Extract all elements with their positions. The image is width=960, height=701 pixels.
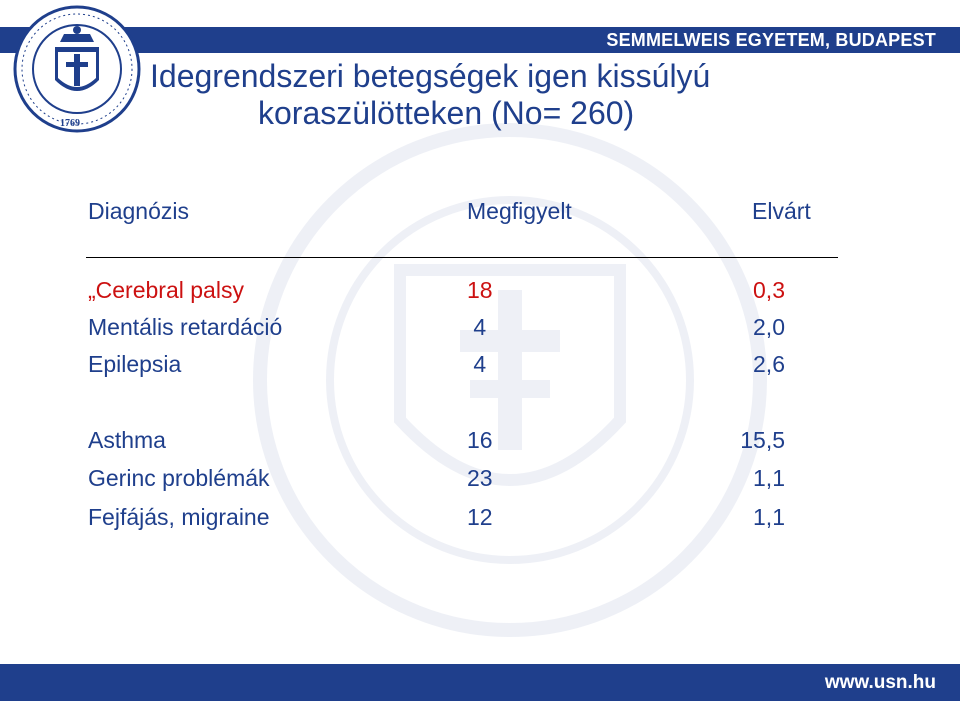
table-cell-expected: 0,3 <box>753 277 785 303</box>
university-seal-logo: 1769 <box>13 5 141 133</box>
table-cell-diagnosis: Epilepsia <box>88 351 182 377</box>
header-brand: SEMMELWEIS EGYETEM, BUDAPEST <box>606 30 936 50</box>
seal-watermark <box>253 123 767 637</box>
table-cell-observed: 4 <box>467 351 487 377</box>
table-cell-diagnosis: Fejfájás, migraine <box>88 504 270 530</box>
title-line-1: Idegrendszeri betegségek igen kissúlyú <box>150 58 711 94</box>
table-cell-observed: 23 <box>467 465 493 491</box>
column-header-expected: Elvárt <box>752 198 811 224</box>
table-cell-expected: 2,6 <box>753 351 785 377</box>
slide-title: Idegrendszeri betegségek igen kissúlyú k… <box>150 58 850 132</box>
table-cell-diagnosis: „Cerebral palsy <box>88 277 244 303</box>
column-header-diagnosis: Diagnózis <box>88 198 189 224</box>
table-cell-expected: 1,1 <box>753 465 785 491</box>
table-cell-diagnosis: Mentális retardáció <box>88 314 283 340</box>
table-cell-expected: 1,1 <box>753 504 785 530</box>
table-cell-observed: 12 <box>467 504 493 530</box>
table-cell-diagnosis: Gerinc problémák <box>88 465 270 491</box>
table-cell-expected: 2,0 <box>753 314 785 340</box>
header-divider <box>86 257 838 258</box>
footer-bar: www.usn.hu <box>0 664 960 701</box>
footer-url: www.usn.hu <box>824 672 936 693</box>
column-header-observed: Megfigyelt <box>467 198 572 224</box>
title-line-2: koraszülötteken (No= 260) <box>258 95 635 131</box>
table-cell-observed: 4 <box>467 314 487 340</box>
table-cell-expected: 15,5 <box>740 427 785 453</box>
table-cell-observed: 18 <box>467 277 493 303</box>
table-cell-observed: 16 <box>467 427 493 453</box>
table-cell-diagnosis: Asthma <box>88 427 166 453</box>
header-bar: SEMMELWEIS EGYETEM, BUDAPEST <box>0 27 960 53</box>
svg-text:1769: 1769 <box>60 118 80 129</box>
